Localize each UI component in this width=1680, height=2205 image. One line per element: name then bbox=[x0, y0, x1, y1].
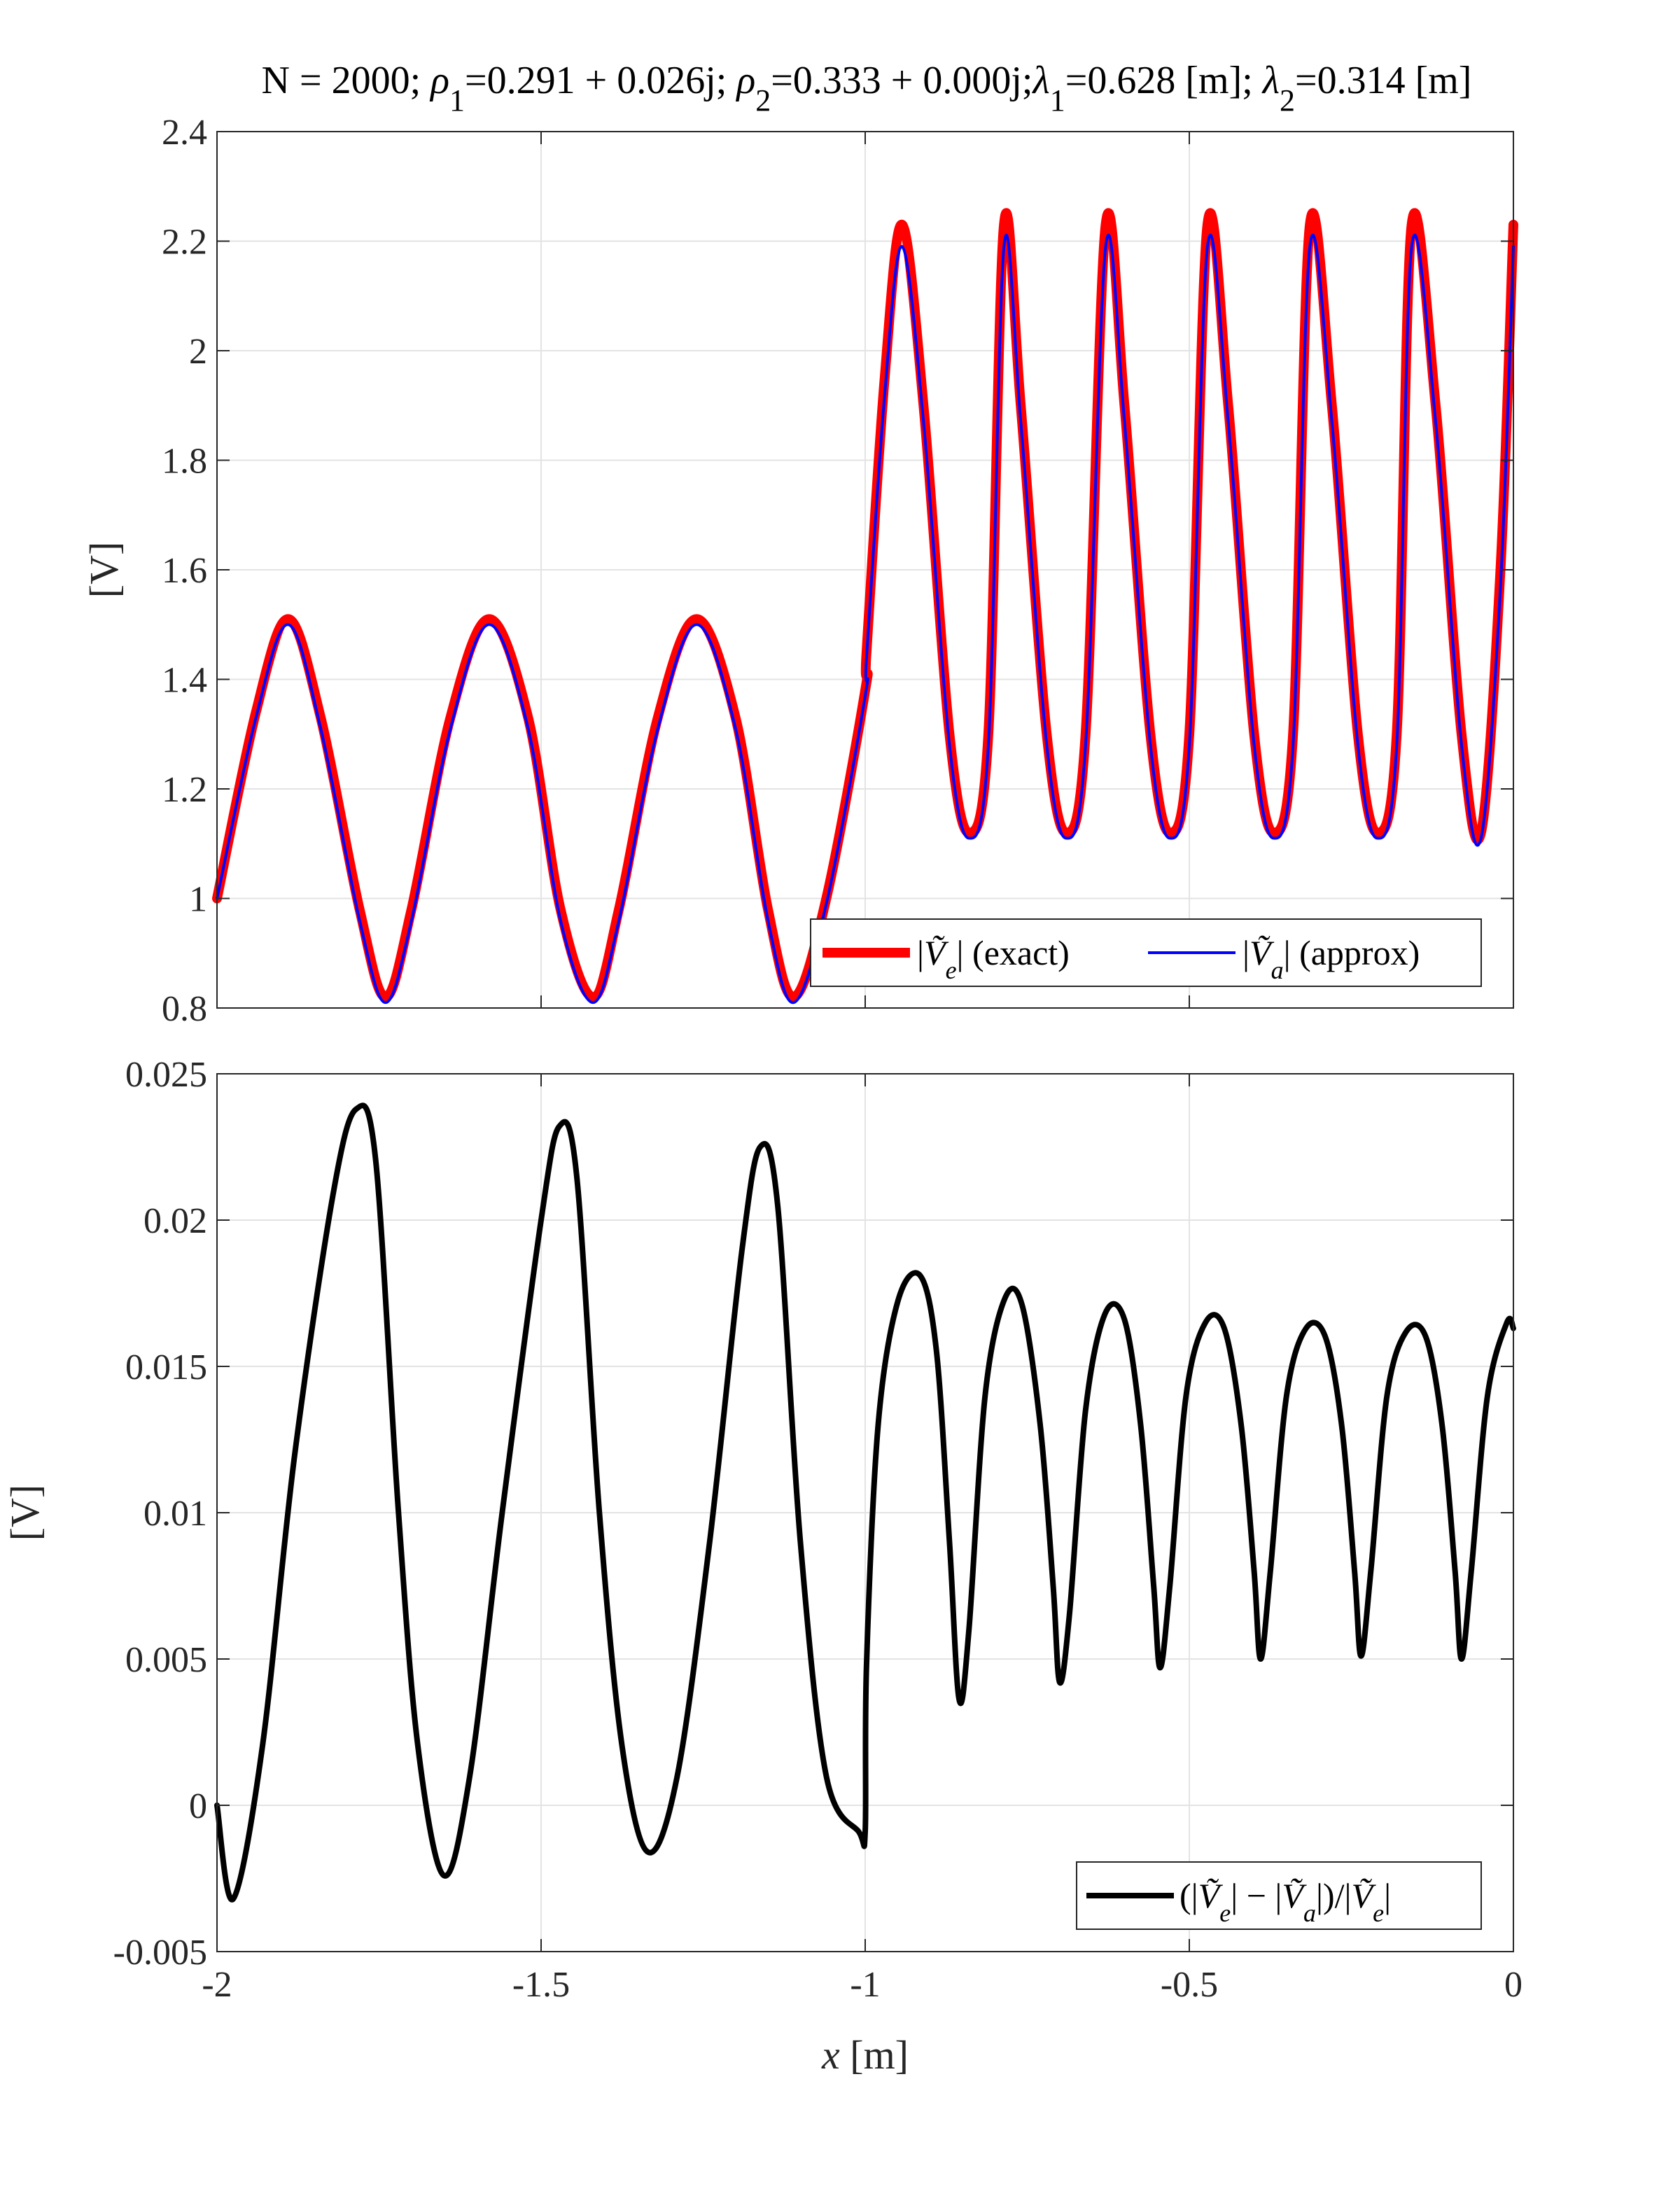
bottom-x-tick-label: 0 bbox=[1504, 1965, 1522, 2005]
bottom-series-line-e-a-e bbox=[217, 1105, 1513, 1900]
top-legend: |Ṽe| (exact) |Ṽa| (approx) bbox=[810, 918, 1482, 987]
top-y-tick-label: 1.4 bbox=[162, 661, 207, 701]
top-y-tick-label: 1 bbox=[189, 880, 207, 920]
top-y-tick-label: 0.8 bbox=[162, 989, 207, 1029]
bottom-y-tick-label: -0.005 bbox=[113, 1933, 207, 1973]
bottom-x-axis-label: x [m] bbox=[821, 2032, 909, 2078]
bottom-series-group bbox=[217, 1105, 1513, 1900]
top-y-tick-label: 1.2 bbox=[162, 770, 207, 810]
top-y-tick-label: 2 bbox=[189, 332, 207, 372]
top-y-tick-label: 1.8 bbox=[162, 442, 207, 482]
bottom-x-tick-label: -0.5 bbox=[1161, 1965, 1218, 2005]
bottom-y-tick-label: 0.01 bbox=[144, 1494, 207, 1534]
bottom-plot: -2 -1.5 -1 -0.5 0 -0.005 0 0.005 0.01 0.015 0.02 0.… bbox=[2, 1055, 1522, 2078]
bottom-x-tick-label: -2 bbox=[202, 1965, 232, 2005]
top-series-line-a-approx bbox=[217, 235, 1513, 1003]
top-y-axis-label: [V] bbox=[81, 542, 127, 598]
bottom-y-tick-label: 0.015 bbox=[125, 1348, 207, 1387]
bottom-y-tick-label: 0.02 bbox=[144, 1201, 207, 1241]
top-tick-group: 0.8 1 1.2 1.4 1.6 1.8 2 2.2 2.4 bbox=[162, 113, 1514, 1029]
bottom-x-tick-label: -1.5 bbox=[512, 1965, 570, 2005]
bottom-y-axis-label: [V] bbox=[2, 1485, 48, 1541]
top-plot: 0.8 1 1.2 1.4 1.6 1.8 2 2.2 2.4 [V] |Ṽe| (exact)… bbox=[81, 113, 1513, 1029]
bottom-x-tick-label: -1 bbox=[850, 1965, 880, 2005]
top-series-group bbox=[217, 213, 1513, 1002]
top-legend-box bbox=[810, 918, 1482, 987]
top-y-tick-label: 1.6 bbox=[162, 551, 207, 591]
bottom-tick-group: -2 -1.5 -1 -0.5 0 -0.005 0 0.005 0.01 0.015 0.02 0.… bbox=[113, 1055, 1522, 2005]
bottom-y-tick-label: 0 bbox=[189, 1786, 207, 1826]
bottom-y-tick-label: 0.025 bbox=[125, 1055, 207, 1095]
bottom-y-tick-label: 0.005 bbox=[125, 1640, 207, 1680]
top-y-tick-label: 2.2 bbox=[162, 223, 207, 262]
bottom-legend: (|Ṽe| − |Ṽa|)/|Ṽe| bbox=[1076, 1861, 1482, 1930]
top-y-tick-label: 2.4 bbox=[162, 113, 207, 153]
